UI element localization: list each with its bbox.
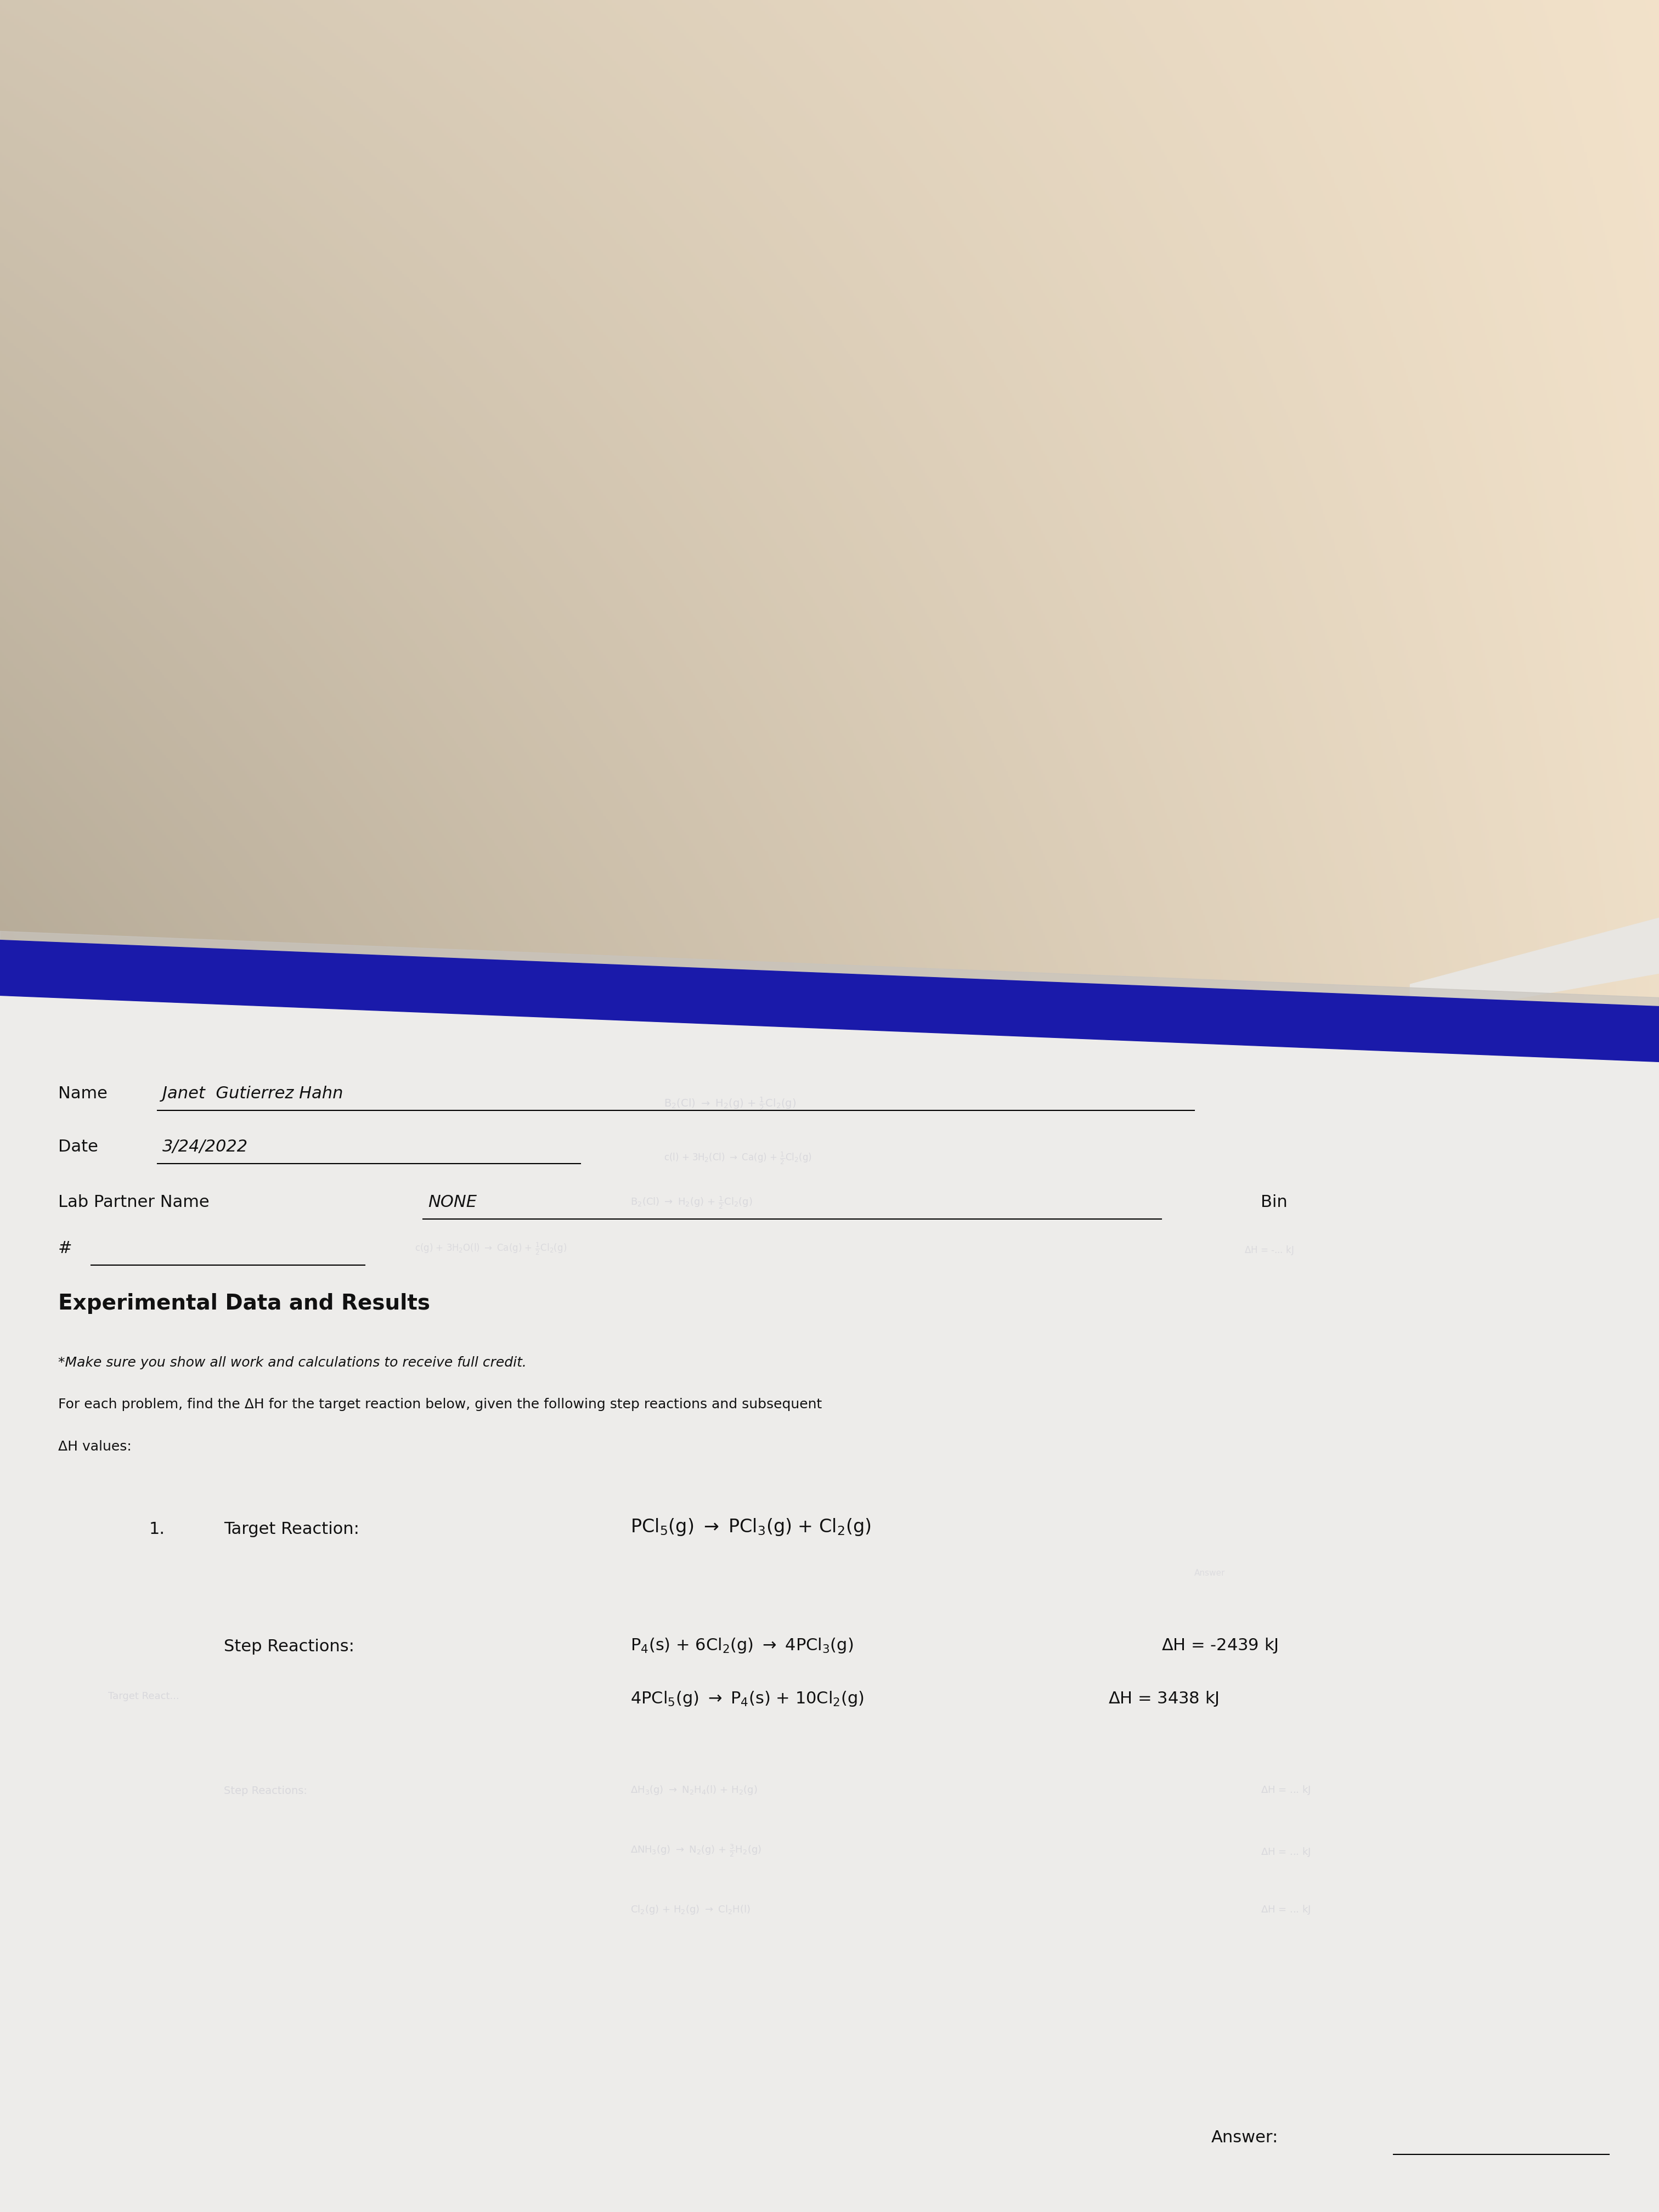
Text: For each problem, find the ΔH for the target reaction below, given the following: For each problem, find the ΔH for the ta… bbox=[58, 1398, 821, 1411]
Text: Answer: Answer bbox=[1194, 1568, 1226, 1577]
Text: Bin: Bin bbox=[1261, 1194, 1287, 1210]
Text: $\Delta$H$_3$(g) $\rightarrow$ N$_2$H$_4$(l) + H$_2$(g): $\Delta$H$_3$(g) $\rightarrow$ N$_2$H$_4… bbox=[630, 1785, 758, 1796]
Text: P$_4$(s) + 6Cl$_2$(g) $\rightarrow$ 4PCl$_3$(g): P$_4$(s) + 6Cl$_2$(g) $\rightarrow$ 4PCl… bbox=[630, 1637, 853, 1655]
Text: NONE: NONE bbox=[428, 1194, 476, 1210]
Text: $\Delta$H = ... kJ: $\Delta$H = ... kJ bbox=[1261, 1847, 1311, 1858]
Text: $\Delta$H = -2439 kJ: $\Delta$H = -2439 kJ bbox=[1161, 1637, 1277, 1655]
Text: 3/24/2022: 3/24/2022 bbox=[163, 1139, 249, 1155]
Polygon shape bbox=[1410, 918, 1659, 1018]
Text: c(l) + 3H$_2$(Cl) $\rightarrow$ Ca(g) + $\frac{1}{2}$Cl$_2$(g): c(l) + 3H$_2$(Cl) $\rightarrow$ Ca(g) + … bbox=[664, 1150, 811, 1166]
Text: Lab Partner Name: Lab Partner Name bbox=[58, 1194, 209, 1210]
Text: *Make sure you show all work and calculations to receive full credit.: *Make sure you show all work and calcula… bbox=[58, 1356, 526, 1369]
Text: Name: Name bbox=[58, 1086, 108, 1102]
Text: #: # bbox=[58, 1241, 71, 1256]
Text: Target React...: Target React... bbox=[108, 1692, 179, 1701]
Text: Janet  Gutierrez Hahn: Janet Gutierrez Hahn bbox=[163, 1086, 343, 1102]
Text: $\Delta$H = ... kJ: $\Delta$H = ... kJ bbox=[1261, 1905, 1311, 1916]
Text: 4PCl$_5$(g) $\rightarrow$ P$_4$(s) + 10Cl$_2$(g): 4PCl$_5$(g) $\rightarrow$ P$_4$(s) + 10C… bbox=[630, 1690, 864, 1708]
Text: Step Reactions:: Step Reactions: bbox=[224, 1639, 355, 1655]
Text: $\Delta$H = 3438 kJ: $\Delta$H = 3438 kJ bbox=[1108, 1690, 1219, 1708]
Text: Target Reaction:: Target Reaction: bbox=[224, 1522, 360, 1537]
Text: B$_2$(Cl) $\rightarrow$ H$_2$(g) + $\frac{1}{2}$Cl$_2$(g): B$_2$(Cl) $\rightarrow$ H$_2$(g) + $\fra… bbox=[630, 1194, 753, 1210]
Text: Answer:: Answer: bbox=[1211, 2130, 1277, 2146]
Text: $\Delta$H = ... kJ: $\Delta$H = ... kJ bbox=[1261, 1785, 1311, 1796]
Text: 1.: 1. bbox=[149, 1522, 166, 1537]
Polygon shape bbox=[0, 940, 1659, 1062]
Text: B$_2$(Cl) $\rightarrow$ H$_2$(g) + $\frac{1}{2}$Cl$_2$(g): B$_2$(Cl) $\rightarrow$ H$_2$(g) + $\fra… bbox=[664, 1097, 796, 1113]
Text: $\Delta$H = -... kJ: $\Delta$H = -... kJ bbox=[1244, 1245, 1294, 1256]
Polygon shape bbox=[0, 931, 1659, 1006]
Text: c(g) + 3H$_2$O(l) $\rightarrow$ Ca(g) + $\frac{1}{2}$Cl$_2$(g): c(g) + 3H$_2$O(l) $\rightarrow$ Ca(g) + … bbox=[415, 1241, 567, 1256]
Text: Date: Date bbox=[58, 1139, 98, 1155]
Text: Step Reactions:: Step Reactions: bbox=[224, 1785, 307, 1796]
Text: $\Delta$NH$_3$(g) $\rightarrow$ N$_2$(g) + $\frac{3}{2}$H$_2$(g): $\Delta$NH$_3$(g) $\rightarrow$ N$_2$(g)… bbox=[630, 1843, 761, 1858]
Text: ΔH values:: ΔH values: bbox=[58, 1440, 131, 1453]
Polygon shape bbox=[0, 995, 1659, 2212]
Text: Experimental Data and Results: Experimental Data and Results bbox=[58, 1294, 430, 1314]
Text: Cl$_2$(g) + H$_2$(g) $\rightarrow$ Cl$_2$H(l): Cl$_2$(g) + H$_2$(g) $\rightarrow$ Cl$_2… bbox=[630, 1905, 750, 1916]
Text: PCl$_5$(g) $\rightarrow$ PCl$_3$(g) + Cl$_2$(g): PCl$_5$(g) $\rightarrow$ PCl$_3$(g) + Cl… bbox=[630, 1517, 871, 1537]
